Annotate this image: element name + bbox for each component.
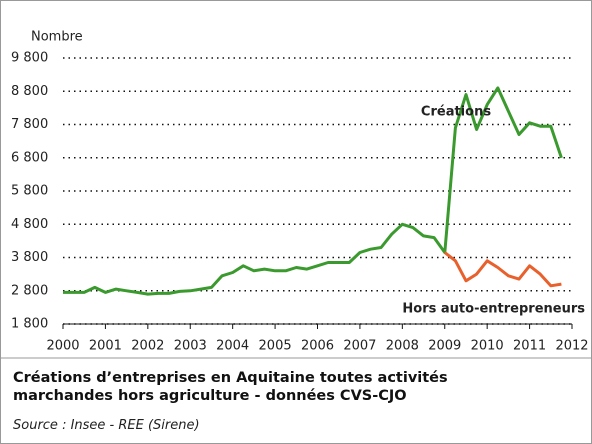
series-line	[63, 86, 563, 296]
x-tick-label: 2000	[46, 339, 79, 354]
y-tick-label: 8 800	[11, 84, 48, 99]
y-tick-label: 2 800	[11, 283, 48, 298]
y-tick-label: 6 800	[11, 150, 48, 165]
y-tick-label: 4 800	[11, 217, 48, 232]
x-tick-label: 2001	[89, 339, 122, 354]
y-tick-label: 1 800	[11, 317, 48, 332]
title-line: Créations d’entreprises en Aquitaine tou…	[13, 370, 448, 386]
x-tick-label: 2007	[343, 339, 376, 354]
series-label: Créations	[421, 105, 491, 120]
x-tick-label: 2009	[428, 339, 461, 354]
y-tick-label: 3 800	[11, 250, 48, 265]
series-label: Hors auto-entrepreneurs	[402, 302, 585, 317]
x-tick-label: 2006	[301, 339, 334, 354]
chart-title: Créations d’entreprises en Aquitaine tou…	[13, 369, 448, 405]
x-tick-label: 2011	[513, 339, 546, 354]
x-tick-label: 2008	[386, 339, 419, 354]
y-tick-label: 9 800	[11, 51, 48, 66]
x-tick-label: 2004	[216, 339, 249, 354]
x-tick-label: 2010	[471, 339, 504, 354]
x-tick-label: 2005	[259, 339, 292, 354]
y-axis-label: Nombre	[31, 30, 83, 45]
title-line: marchandes hors agriculture - données CV…	[13, 388, 407, 404]
y-tick-label: 7 800	[11, 117, 48, 132]
x-tick-label: 2003	[174, 339, 207, 354]
x-tick-label: 2002	[131, 339, 164, 354]
chart: Nombre 1 800 2 800 3 800 4 800 5 800 6 800 7 80…	[1, 30, 591, 359]
series-line	[443, 251, 562, 288]
y-tick-label: 5 800	[11, 184, 48, 199]
x-tick-label: 2012	[555, 339, 588, 354]
source-note: Source : Insee - REE (Sirene)	[13, 418, 200, 433]
